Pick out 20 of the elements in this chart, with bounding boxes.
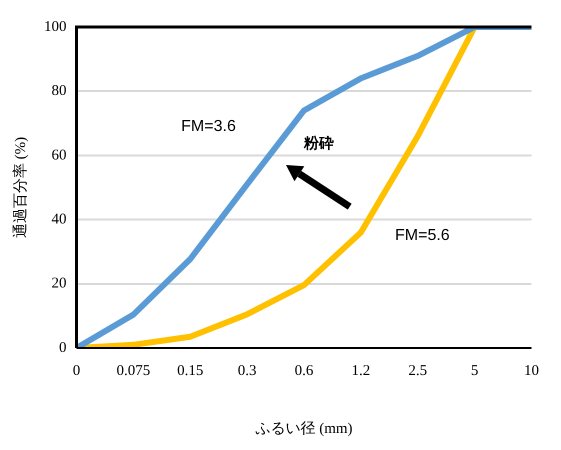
x-tick-label: 0: [72, 362, 80, 379]
y-tick-label: 40: [52, 212, 66, 228]
x-tick-label: 5: [470, 362, 478, 379]
x-tick-label: 2.5: [408, 362, 428, 379]
y-axis-title: 通過百分率 (%): [12, 136, 29, 238]
annotation: 粉砕: [303, 134, 334, 152]
x-tick-label: 10: [524, 362, 539, 379]
x-tick-label: 0.15: [177, 362, 204, 379]
x-tick-label: 1.2: [352, 362, 370, 379]
y-tick-label: 100: [44, 18, 66, 35]
y-tick-label: 0: [59, 340, 66, 356]
x-tick-label: 0.075: [116, 362, 150, 379]
x-axis-title: ふるい径 (mm): [254, 420, 353, 437]
text: FM=3.6: [181, 118, 236, 135]
x-tick-label: 0.3: [238, 362, 256, 379]
y-tick-label: 20: [52, 276, 66, 292]
series-label: FM=5.6: [395, 227, 450, 244]
x-tick-label: 0.6: [294, 362, 314, 379]
y-tick-label: 80: [52, 83, 66, 100]
y-tick-label: 60: [52, 147, 66, 164]
